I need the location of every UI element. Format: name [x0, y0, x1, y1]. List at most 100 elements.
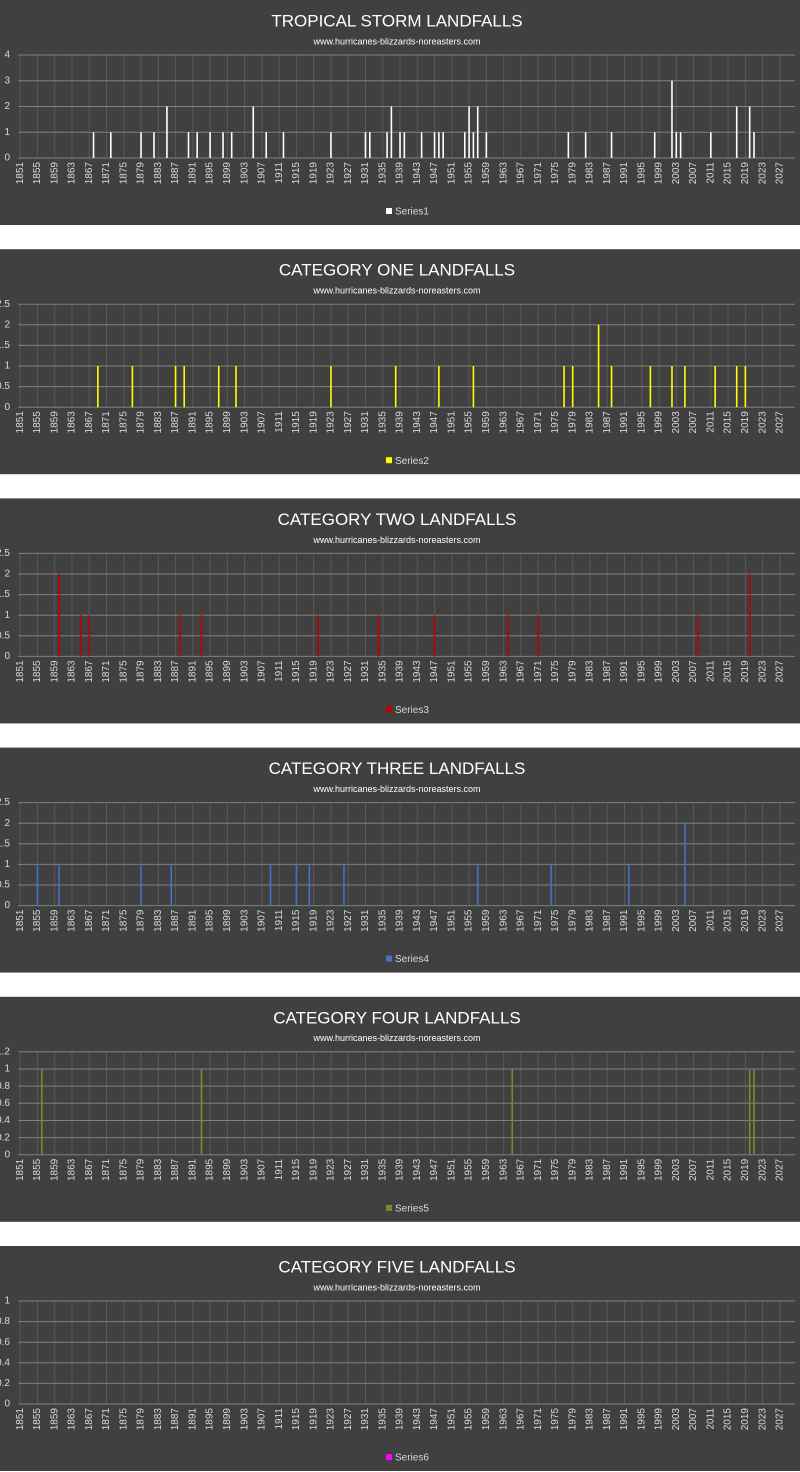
y-tick-label: 0.8: [0, 1316, 10, 1327]
x-tick-label: 1951: [446, 909, 457, 932]
y-tick-label: 2: [4, 319, 10, 330]
x-tick-label: 1883: [153, 162, 164, 185]
bar: [597, 324, 600, 408]
x-tick-label: 1883: [153, 1408, 164, 1431]
x-tick-label: 1899: [222, 909, 233, 932]
x-tick-label: 1863: [67, 660, 78, 683]
x-tick-label: 1911: [274, 162, 285, 184]
bar: [209, 132, 211, 158]
x-tick-label: 1927: [343, 909, 354, 932]
bar: [166, 106, 168, 158]
bar: [330, 366, 332, 408]
x-tick-label: 1915: [291, 660, 302, 683]
legend-label: Series6: [395, 1453, 429, 1464]
chart-panel: CATEGORY ONE LANDFALLS www.hurricanes-bli…: [0, 249, 800, 475]
x-tick-label: 1891: [187, 411, 198, 434]
x-tick-label: 1911: [274, 660, 285, 682]
x-tick-label: 1991: [619, 909, 630, 932]
x-tick-label: 1955: [464, 1158, 475, 1181]
x-tick-label: 1935: [377, 162, 388, 185]
bar: [386, 132, 388, 158]
x-tick-label: 1907: [257, 660, 268, 683]
bar: [196, 132, 198, 158]
x-tick-label: 2023: [757, 1158, 768, 1181]
x-tick-label: 1947: [429, 411, 440, 434]
x-tick-label: 1907: [257, 1408, 268, 1431]
x-tick-label: 1859: [49, 1158, 60, 1181]
x-tick-label: 1907: [257, 909, 268, 932]
y-tick-label: 0.5: [0, 880, 10, 891]
x-tick-label: 1979: [567, 1158, 578, 1181]
legend-label: Series3: [395, 705, 429, 716]
x-tick-label: 1951: [446, 162, 457, 185]
y-tick-label: 0: [4, 1149, 10, 1160]
x-tick-label: 1895: [205, 1158, 216, 1181]
x-tick-label: 2019: [740, 660, 751, 683]
x-tick-label: 1983: [585, 660, 596, 683]
x-tick-label: 1987: [602, 1408, 613, 1431]
bar: [377, 615, 380, 657]
legend: Series5: [386, 1203, 429, 1214]
y-tick-label: 1: [4, 361, 10, 372]
bar: [567, 132, 570, 158]
bar: [403, 132, 406, 158]
x-tick-label: 1955: [464, 660, 475, 683]
legend-swatch: [386, 955, 392, 962]
y-tick-label: 1.5: [0, 838, 10, 849]
y-tick-label: 0: [4, 1399, 10, 1410]
x-tick-label: 1927: [343, 1408, 354, 1431]
bar: [649, 366, 652, 408]
bar: [330, 132, 332, 158]
y-tick-label: 0.6: [0, 1337, 10, 1348]
x-tick-label: 1983: [585, 1408, 596, 1431]
x-tick-label: 1867: [84, 1408, 95, 1431]
x-tick-label: 1959: [481, 909, 492, 932]
x-tick-label: 1931: [360, 411, 371, 434]
x-tick-label: 1895: [205, 1408, 216, 1431]
x-tick-label: 1935: [377, 1408, 388, 1431]
x-tick-label: 2023: [757, 411, 768, 434]
x-tick-label: 2015: [723, 411, 734, 434]
x-tick-label: 1951: [446, 1158, 457, 1181]
x-tick-label: 1983: [585, 411, 596, 434]
bar: [230, 132, 233, 158]
x-tick-label: 1951: [446, 411, 457, 434]
x-tick-label: 1967: [516, 1158, 527, 1181]
legend: Series1: [386, 207, 429, 218]
y-tick-label: 2.5: [0, 299, 10, 310]
x-tick-label: 2003: [671, 660, 682, 683]
x-tick-label: 1871: [101, 1158, 112, 1181]
x-tick-label: 2023: [757, 909, 768, 932]
x-tick-label: 1987: [602, 660, 613, 683]
bar: [671, 80, 673, 158]
x-tick-label: 1975: [550, 1158, 561, 1181]
x-tick-label: 1871: [101, 909, 112, 932]
x-tick-label: 1887: [170, 1158, 181, 1181]
x-tick-label: 1979: [567, 411, 578, 434]
x-tick-label: 1899: [222, 1408, 233, 1431]
x-tick-label: 1975: [550, 660, 561, 683]
bar: [131, 366, 134, 408]
x-tick-label: 2019: [740, 1408, 751, 1431]
x-tick-label: 1871: [101, 411, 112, 434]
bar: [235, 366, 237, 408]
bar: [174, 366, 177, 408]
bar: [710, 132, 712, 158]
x-tick-label: 1903: [239, 411, 250, 434]
bar: [92, 132, 95, 158]
bar: [511, 1068, 514, 1155]
x-tick-label: 1871: [101, 660, 112, 683]
x-tick-label: 1859: [49, 909, 60, 932]
x-tick-label: 2007: [688, 1408, 699, 1431]
x-tick-label: 1851: [15, 1158, 26, 1181]
bar: [140, 132, 142, 158]
x-tick-label: 1863: [67, 909, 78, 932]
x-tick-label: 1999: [654, 660, 665, 683]
x-tick-label: 1935: [377, 909, 388, 932]
x-tick-label: 1987: [602, 411, 613, 434]
x-tick-label: 1875: [118, 1408, 129, 1431]
bar: [36, 864, 39, 906]
x-tick-label: 1951: [446, 1408, 457, 1431]
x-tick-label: 1975: [550, 1408, 561, 1431]
x-tick-label: 1883: [153, 909, 164, 932]
